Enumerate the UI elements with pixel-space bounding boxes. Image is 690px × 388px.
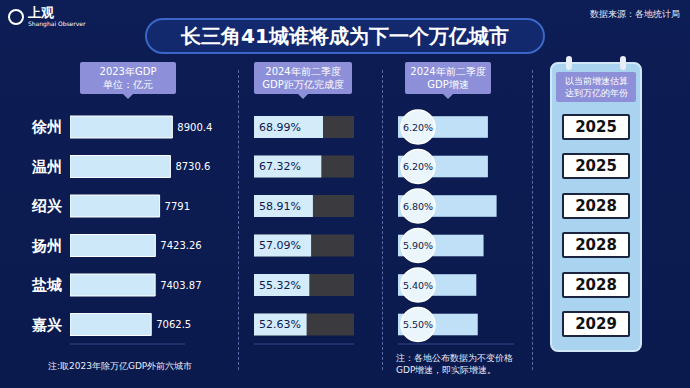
svg-text:嘉兴: 嘉兴 (32, 316, 62, 334)
html-text:2024年前二季度: 2024年前二季度 (410, 66, 486, 77)
svg-text:扬州: 扬州 (31, 237, 62, 255)
svg-text:7423.26: 7423.26 (160, 240, 201, 251)
svg-text:6.80%: 6.80% (403, 201, 433, 212)
html-text:以当前增速估算: 以当前增速估算 (564, 76, 628, 86)
svg-text:6.20%: 6.20% (403, 122, 433, 133)
svg-text:8900.4: 8900.4 (177, 122, 212, 133)
svg-text:68.99%: 68.99% (259, 121, 301, 134)
html-text:单位：亿元: 单位：亿元 (103, 79, 153, 90)
html-text:注:取2023年除万亿GDP外前六城市: 注:取2023年除万亿GDP外前六城市 (48, 361, 193, 371)
html-text:2028: 2028 (575, 236, 617, 255)
svg-text:徐州: 徐州 (31, 118, 62, 136)
svg-text:5.50%: 5.50% (403, 319, 433, 330)
html-text:2028: 2028 (575, 275, 617, 294)
svg-text:5.40%: 5.40% (403, 280, 433, 291)
html-text:2028: 2028 (575, 196, 617, 215)
html-text:2024年前二季度: 2024年前二季度 (265, 66, 341, 77)
html-text:长三角41城谁将成为下一个万亿城市: 长三角41城谁将成为下一个万亿城市 (181, 23, 509, 48)
svg-text:58.91%: 58.91% (259, 200, 301, 213)
html-text:数据来源：各地统计局: 数据来源：各地统计局 (590, 9, 680, 19)
svg-text:6.20%: 6.20% (403, 161, 433, 172)
svg-text:温州: 温州 (31, 158, 62, 176)
svg-text:57.09%: 57.09% (259, 239, 301, 252)
svg-text:7791: 7791 (165, 201, 190, 212)
html-text:2025: 2025 (575, 157, 617, 176)
svg-text:盐城: 盐城 (31, 276, 62, 294)
html-text:上观: 上观 (28, 5, 54, 20)
html-text:GDP距万亿完成度: GDP距万亿完成度 (262, 79, 344, 90)
html-text:达到万亿的年份: 达到万亿的年份 (564, 88, 628, 98)
svg-text:52.63%: 52.63% (259, 318, 301, 331)
html-text:2029: 2029 (575, 315, 617, 334)
svg-text:8730.6: 8730.6 (175, 161, 210, 172)
html-text:2025: 2025 (575, 117, 617, 136)
svg-text:67.32%: 67.32% (259, 160, 301, 173)
svg-text:55.32%: 55.32% (259, 279, 301, 292)
svg-text:绍兴: 绍兴 (31, 197, 62, 215)
svg-text:5.90%: 5.90% (403, 240, 433, 251)
html-text:GDP增速: GDP增速 (427, 79, 469, 90)
html-text:2023年GDP: 2023年GDP (99, 66, 157, 77)
html-text:Shanghai Observer: Shanghai Observer (28, 20, 86, 27)
svg-text:7403.87: 7403.87 (160, 280, 201, 291)
html-text:注：各地公布数据为不变价格GDP增速，即实际增速。: 注：各地公布数据为不变价格GDP增速，即实际增速。 (396, 353, 513, 375)
svg-text:7062.5: 7062.5 (156, 319, 191, 330)
